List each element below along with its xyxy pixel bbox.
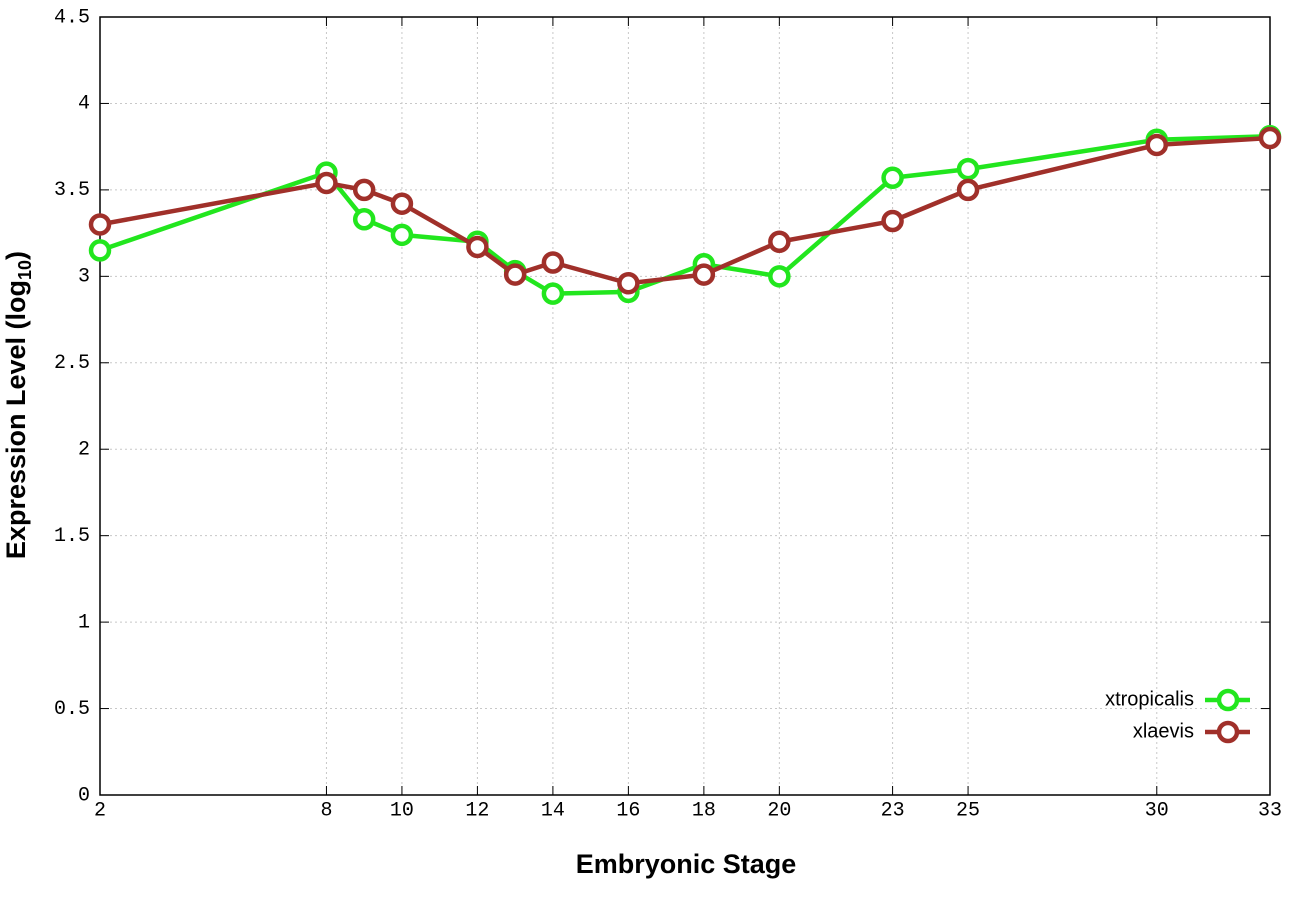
data-point [541,251,565,274]
data-point [617,271,640,295]
data-point [692,263,716,286]
legend-label: xtropicalis [1105,688,1194,710]
y-tick-label: 1 [78,611,90,634]
data-point [352,178,376,202]
x-tick-label: 12 [465,799,489,822]
y-tick-label: 4.5 [54,6,90,29]
x-tick-label: 14 [541,799,565,822]
x-tick-label: 25 [956,799,980,822]
data-point [881,209,904,233]
x-axis-label: Embryonic Stage [576,849,797,879]
data-point [88,239,112,262]
y-tick-label: 4 [78,93,90,116]
legend-marker [1216,688,1240,712]
y-tick-label: 0.5 [54,698,90,721]
legend-marker [1216,720,1240,744]
data-point [390,223,414,247]
y-label-end: ) [1,251,31,260]
data-point [1258,126,1282,150]
data-point [768,230,791,254]
x-tick-label: 2 [94,799,106,822]
data-point [88,213,112,236]
x-tick-label: 33 [1258,799,1282,822]
x-tick-label: 10 [390,799,414,822]
plot-frame [99,16,1271,796]
data-point [956,157,980,181]
y-tick-label: 3 [78,266,90,289]
y-tick-label: 0 [78,784,90,807]
x-tick-label: 8 [320,799,332,822]
x-tick-label: 16 [616,799,640,822]
y-tick-label: 2 [78,439,90,462]
data-point [466,235,489,259]
x-tick-label: 30 [1145,799,1169,822]
data-point [1145,133,1169,157]
data-point [881,166,904,190]
data-point [503,263,527,286]
y-tick-label: 3.5 [54,179,90,202]
data-point [315,171,338,195]
data-point [390,192,414,215]
x-tick-label: 23 [881,799,905,822]
data-point [956,178,980,202]
x-tick-label: 18 [692,799,716,822]
data-point [541,282,565,305]
x-tick-label: 20 [767,799,791,822]
y-label-sub: 10 [15,260,35,280]
legend-label: xlaevis [1133,720,1194,742]
y-tick-label: 2.5 [54,352,90,375]
y-tick-label: 1.5 [54,525,90,548]
data-point [768,265,791,288]
y-label-text: Expression Level (log [1,280,31,559]
data-point [352,208,376,231]
y-axis-label: Expression Level (log10) [1,251,35,559]
